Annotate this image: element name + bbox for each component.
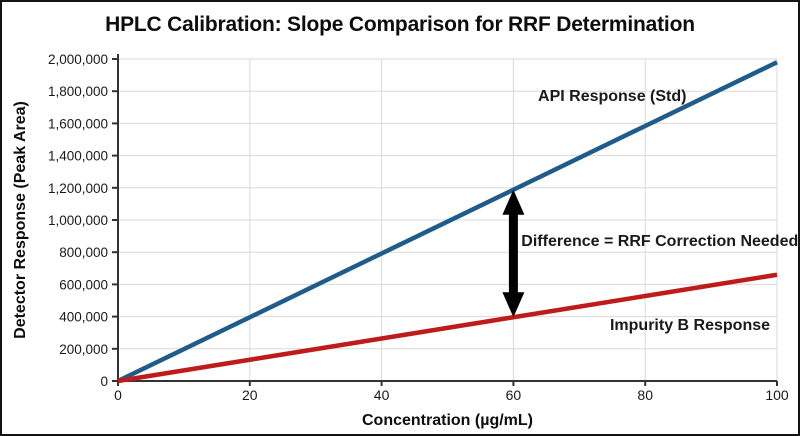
y-tick-label: 2,000,000	[48, 52, 108, 67]
x-tick-label: 40	[374, 387, 390, 403]
x-tick-label: 100	[765, 387, 789, 403]
difference-arrow	[502, 189, 525, 318]
x-tick-label: 20	[242, 387, 258, 403]
annotation-api-response-std: API Response (Std)	[538, 88, 686, 105]
y-tick-label: 1,800,000	[48, 84, 108, 99]
annotation-difference-rrf-correction-needed: Difference = RRF Correction Needed	[521, 233, 798, 250]
series-line-api-response-std	[117, 60, 778, 384]
y-tick-label: 0	[100, 374, 108, 389]
y-tick-label: 1,400,000	[48, 149, 108, 164]
y-tick-label: 200,000	[59, 342, 108, 357]
y-tick-label: 1,000,000	[48, 213, 108, 228]
x-tick-label: 60	[506, 387, 522, 403]
y-tick-label: 1,200,000	[48, 181, 108, 196]
y-tick-label: 800,000	[59, 245, 108, 260]
x-tick-label: 80	[637, 387, 653, 403]
y-tick-label: 400,000	[59, 310, 108, 325]
y-tick-label: 1,600,000	[48, 116, 108, 131]
x-tick-label: 0	[114, 387, 122, 403]
x-axis-title: Concentration (µg/mL)	[362, 412, 533, 429]
y-tick-label: 600,000	[59, 277, 108, 292]
annotation-impurity-b-response: Impurity B Response	[610, 317, 770, 334]
series-line-impurity-b-response	[117, 272, 778, 384]
chart-title: HPLC Calibration: Slope Comparison for R…	[105, 13, 695, 36]
